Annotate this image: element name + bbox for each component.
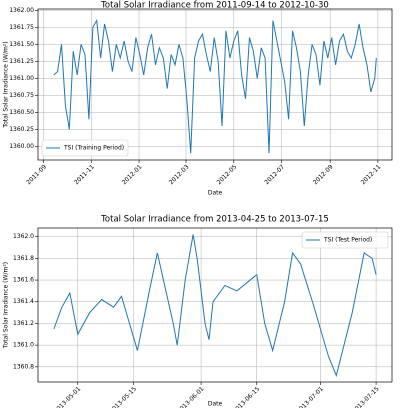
y-tick-label: 1361.6 <box>13 277 34 284</box>
y-axis-label: Total Solar Irradiance (W/m²) <box>3 41 10 128</box>
x-tick-label: 2012-07 <box>263 163 286 186</box>
y-tick-label: 1361.8 <box>13 255 34 262</box>
x-tick-label: 2013-07-15 <box>351 385 381 408</box>
plot-frame <box>37 227 393 383</box>
y-tick-label: 1361.75 <box>9 24 34 31</box>
y-tick-label: 1361.25 <box>9 58 34 65</box>
y-tick-label: 1361.4 <box>13 298 34 305</box>
y-tick-label: 1360.75 <box>9 92 34 99</box>
x-tick-label: 2012-05 <box>216 163 239 186</box>
y-tick-label: 1362.00 <box>9 7 34 14</box>
y-tick-label: 1361.00 <box>9 75 34 82</box>
x-tick-label: 2013-06-01 <box>176 385 206 408</box>
legend-box <box>301 231 389 249</box>
y-axis-label: Total Solar Irradiance (W/m²) <box>3 262 10 349</box>
y-tick-label: 1360.8 <box>13 363 34 370</box>
x-tick-label: 2013-05-01 <box>53 385 83 408</box>
y-tick-label: 1360.00 <box>9 143 34 150</box>
y-tick-label: 1361.2 <box>13 320 34 327</box>
x-tick-label: 2013-06-15 <box>232 385 262 408</box>
x-tick-label: 2012-01 <box>121 163 144 186</box>
series-line <box>53 234 377 378</box>
x-axis-label: Date <box>208 190 223 197</box>
legend-label: TSI (Training Period) <box>63 145 124 152</box>
y-tick-label: 1360.50 <box>9 109 34 116</box>
legend-box <box>41 139 129 157</box>
x-tick-label: 2012-03 <box>168 163 191 186</box>
x-tick-label: 2012-09 <box>312 163 335 186</box>
series-line <box>53 18 377 154</box>
chart-title: Total Solar Irradiance from 2013-04-25 t… <box>100 215 329 225</box>
x-tick-label: 2013-05-15 <box>108 385 138 408</box>
plot-frame <box>37 8 393 161</box>
y-tick-label: 1362.0 <box>13 233 34 240</box>
legend-label: TSI (Test Period) <box>323 237 372 244</box>
chart-title: Total Solar Irradiance from 2011-09-14 t… <box>100 1 329 11</box>
x-tick-label: 2013-07-01 <box>295 385 325 408</box>
y-tick-label: 1361.0 <box>13 342 34 349</box>
x-axis-label: Date <box>208 401 223 408</box>
y-tick-label: 1360.25 <box>9 126 34 133</box>
x-tick-label: 2012-11 <box>360 163 383 186</box>
x-tick-label: 2011-11 <box>73 163 96 186</box>
y-tick-label: 1361.50 <box>9 41 34 48</box>
x-tick-label: 2011-09 <box>25 163 48 186</box>
